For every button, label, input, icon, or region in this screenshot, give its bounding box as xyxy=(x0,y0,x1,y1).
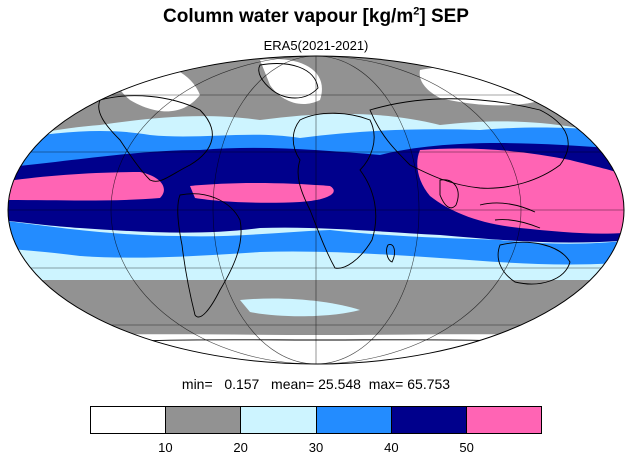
max-label: max= xyxy=(368,376,404,392)
field-indopacific-pink xyxy=(417,148,624,234)
colorbar-segment-5 xyxy=(466,407,542,433)
colorbar-segment-3 xyxy=(316,407,392,433)
field-pacific-pink xyxy=(8,172,164,201)
title-main: Column water vapour [kg/m xyxy=(163,6,414,27)
title-end: ] SEP xyxy=(419,6,469,27)
min-value: 0.157 xyxy=(224,376,260,392)
colorbar-tick-label: 20 xyxy=(233,440,248,455)
stats-line: min= 0.157 mean= 25.548 max= 65.753 xyxy=(0,376,632,392)
field-south-atlantic-light xyxy=(240,298,360,317)
mean-label: mean= xyxy=(271,376,315,392)
colorbar-tick-label: 50 xyxy=(459,440,474,455)
title-superscript: 2 xyxy=(413,5,420,18)
globe-border xyxy=(7,55,625,365)
map-field xyxy=(8,56,624,364)
colorbar xyxy=(90,406,542,434)
colorbar-segment-1 xyxy=(166,407,242,433)
field-atlantic-pink xyxy=(190,183,334,203)
colorbar-segment-4 xyxy=(391,407,467,433)
min-label: min= xyxy=(181,376,213,392)
colorbar-tick-label: 40 xyxy=(384,440,399,455)
colorbar-tick-label: 30 xyxy=(308,440,324,455)
graticule xyxy=(8,56,624,364)
colorbar-segment-0 xyxy=(91,407,167,433)
colorbar-segment-2 xyxy=(241,407,317,433)
max-value: 65.753 xyxy=(407,376,451,392)
colorbar-tick-label: 10 xyxy=(158,440,173,455)
mean-value: 25.548 xyxy=(318,376,361,392)
chart-title: Column water vapour [kg/m2] SEP xyxy=(0,6,632,28)
chart-subtitle: ERA5(2021-2021) xyxy=(263,38,369,53)
